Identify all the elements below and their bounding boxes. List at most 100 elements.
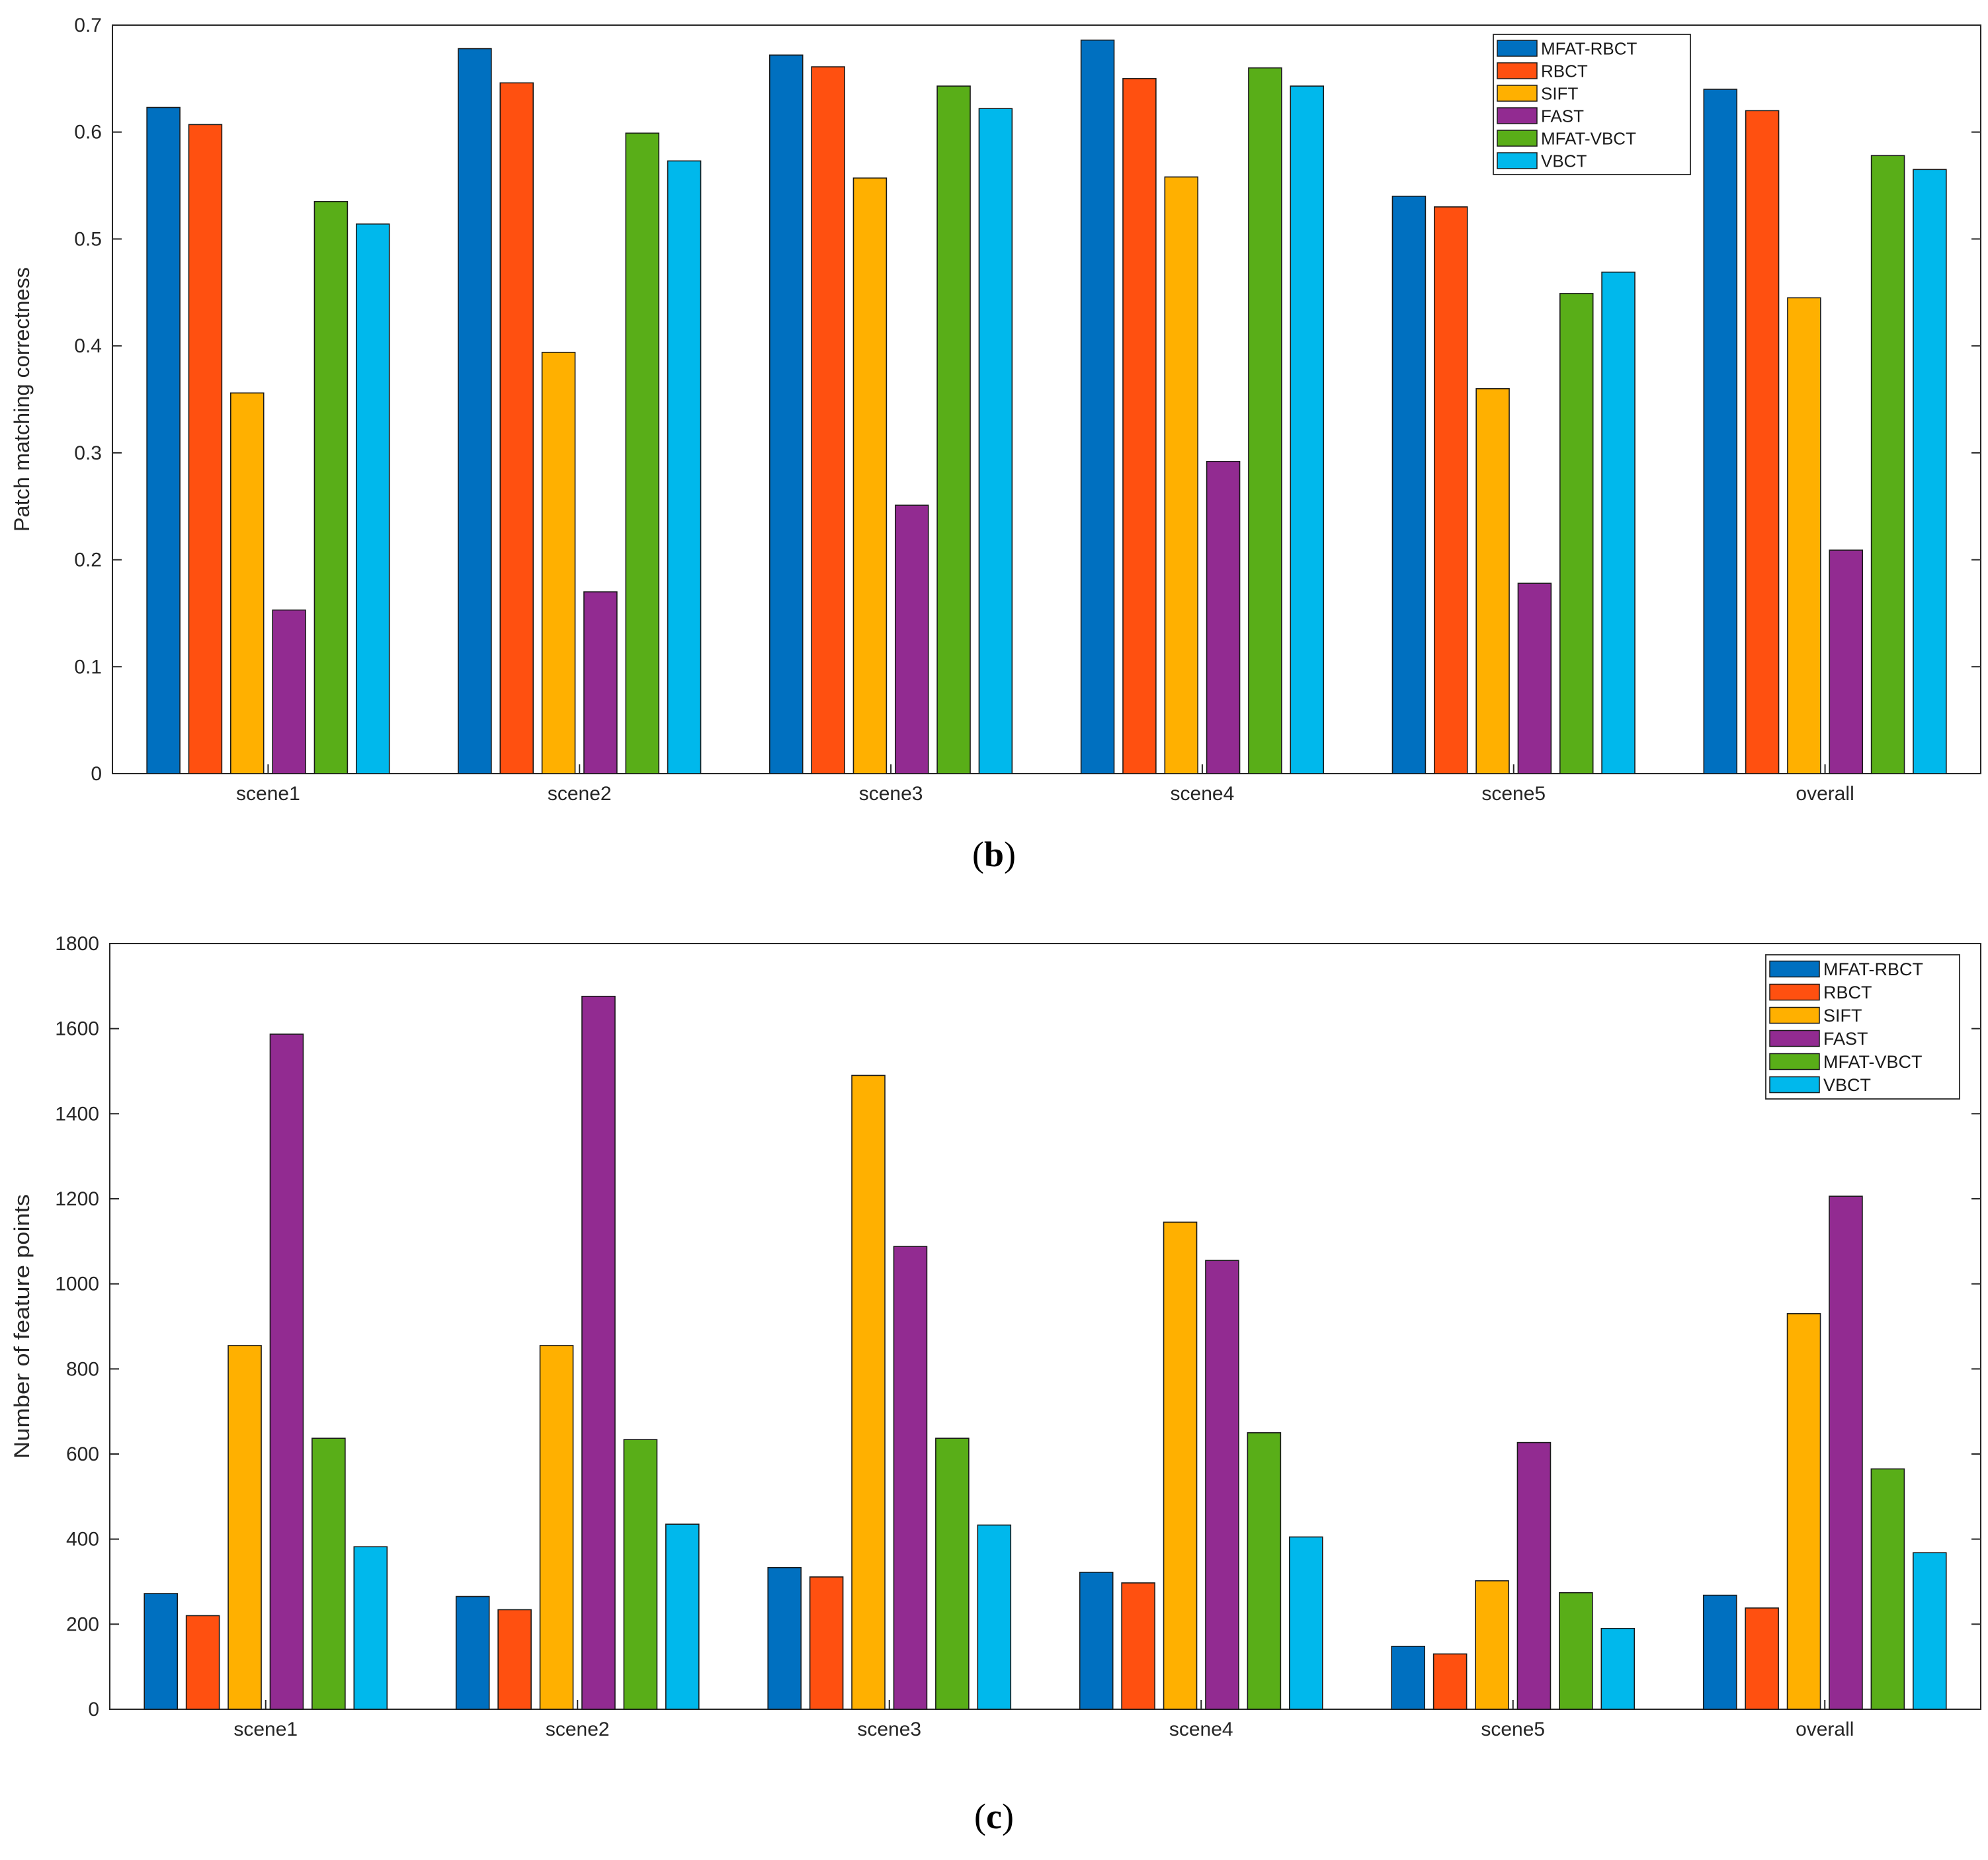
legend-label: FAST — [1823, 1029, 1868, 1049]
bar-mfat-rbct-scene1 — [146, 106, 181, 774]
bar-vbct-scene2 — [665, 1523, 700, 1710]
bar-mfat-rbct-scene5 — [1391, 195, 1427, 774]
bar-sift-scene5 — [1475, 1580, 1509, 1710]
bar-mfat-vbct-scene5 — [1559, 1592, 1593, 1710]
bar-fast-scene5 — [1516, 1441, 1552, 1710]
y-tick-label: 1200 — [55, 1188, 99, 1210]
bar-mfat-rbct-scene3 — [769, 54, 804, 774]
bar-mfat-rbct-scene2 — [458, 48, 492, 774]
bar-vbct-scene2 — [667, 160, 702, 774]
bar-rbct-scene5 — [1432, 1653, 1468, 1710]
y-tick-label: 1000 — [55, 1274, 99, 1295]
x-tick-label: scene1 — [233, 1718, 298, 1740]
legend-label: RBCT — [1823, 983, 1872, 1002]
bar-sift-scene1 — [228, 1345, 262, 1710]
legend-label: SIFT — [1823, 1006, 1862, 1026]
bar-mfat-vbct-scene1 — [313, 201, 349, 774]
legend-swatch — [1497, 40, 1538, 57]
bar-rbct-overall — [1745, 110, 1780, 774]
legend-swatch — [1497, 85, 1538, 102]
x-tick-label: scene3 — [859, 783, 923, 805]
bar-fast-scene2 — [581, 995, 616, 1710]
y-tick-label: 0.1 — [74, 656, 102, 678]
bar-rbct-scene4 — [1122, 78, 1157, 774]
y-tick-label: 0.5 — [74, 228, 102, 250]
bar-rbct-scene3 — [811, 66, 845, 774]
bar-mfat-rbct-scene4 — [1080, 39, 1115, 774]
bar-mfat-rbct-overall — [1703, 89, 1738, 774]
bar-fast-overall — [1829, 549, 1864, 774]
panel-label: (c) — [974, 1797, 1014, 1836]
y-tick-label: 0 — [91, 763, 102, 785]
y-tick-label: 1400 — [55, 1103, 99, 1125]
x-tick-label: scene4 — [1171, 783, 1235, 805]
legend-label: MFAT-RBCT — [1823, 959, 1923, 979]
bar-sift-scene4 — [1163, 1221, 1198, 1710]
y-tick-label: 800 — [66, 1358, 99, 1380]
y-axis-label: Patch matching correctness — [10, 267, 34, 532]
legend-label: MFAT-VBCT — [1541, 128, 1636, 148]
bar-rbct-scene3 — [809, 1576, 844, 1710]
bar-sift-scene5 — [1475, 388, 1510, 774]
x-tick-label: scene2 — [548, 783, 612, 805]
legend: MFAT-RBCT RBCT SIFT FAST MFAT-VBCT VBCT — [1765, 954, 1960, 1100]
legend-swatch — [1497, 62, 1538, 79]
x-tick-label: scene5 — [1481, 1718, 1545, 1740]
bar-mfat-rbct-overall — [1702, 1594, 1737, 1710]
bar-rbct-scene1 — [188, 124, 223, 774]
legend-swatch — [1769, 1030, 1820, 1047]
x-tick-label: scene2 — [546, 1718, 610, 1740]
y-tick-label: 200 — [66, 1613, 99, 1635]
bar-mfat-vbct-scene2 — [625, 132, 659, 774]
legend-swatch — [1769, 1076, 1820, 1094]
plot-area — [109, 943, 1981, 1710]
x-tick-label: overall — [1796, 1718, 1854, 1740]
bar-mfat-vbct-scene3 — [936, 85, 971, 774]
bar-rbct-scene1 — [185, 1615, 220, 1710]
bar-sift-overall — [1787, 297, 1821, 774]
bar-mfat-vbct-overall — [1870, 1468, 1905, 1710]
bar-mfat-vbct-overall — [1870, 155, 1905, 774]
legend-swatch — [1497, 130, 1538, 147]
legend-swatch — [1769, 960, 1820, 978]
bar-sift-scene2 — [541, 352, 576, 774]
bar-mfat-vbct-scene2 — [623, 1439, 658, 1710]
bar-fast-scene1 — [269, 1033, 304, 1710]
plot-area — [112, 24, 1981, 774]
legend-label: MFAT-RBCT — [1541, 38, 1637, 58]
bar-rbct-overall — [1745, 1607, 1779, 1710]
y-tick-label: 1600 — [55, 1018, 99, 1040]
bar-sift-scene2 — [539, 1345, 574, 1710]
bar-vbct-scene5 — [1600, 1627, 1636, 1710]
legend-swatch — [1497, 107, 1538, 124]
bar-mfat-rbct-scene2 — [455, 1596, 490, 1710]
legend-swatch — [1769, 1053, 1820, 1071]
bar-vbct-scene1 — [355, 223, 390, 774]
bar-vbct-scene4 — [1290, 85, 1324, 774]
legend-swatch — [1769, 1006, 1820, 1024]
legend-label: SIFT — [1541, 83, 1578, 103]
legend-label: MFAT-VBCT — [1823, 1052, 1923, 1072]
bar-rbct-scene4 — [1121, 1582, 1155, 1710]
bar-mfat-rbct-scene4 — [1079, 1572, 1114, 1710]
bar-sift-scene1 — [229, 392, 265, 774]
bar-mfat-rbct-scene3 — [767, 1566, 802, 1710]
bar-sift-scene3 — [852, 177, 888, 774]
bar-fast-overall — [1829, 1195, 1863, 1710]
x-tick-label: overall — [1796, 783, 1854, 805]
legend-label: VBCT — [1541, 151, 1587, 171]
bar-mfat-vbct-scene4 — [1248, 67, 1282, 774]
legend-box — [1765, 954, 1960, 1100]
bar-fast-scene5 — [1517, 583, 1552, 774]
bar-fast-scene3 — [893, 1246, 928, 1710]
bar-mfat-vbct-scene4 — [1247, 1432, 1282, 1710]
bar-sift-scene4 — [1164, 176, 1199, 774]
bar-fast-scene1 — [272, 609, 306, 774]
bar-vbct-scene5 — [1601, 271, 1636, 774]
bar-vbct-overall — [1913, 1552, 1947, 1710]
bar-mfat-rbct-scene1 — [144, 1593, 178, 1710]
y-tick-label: 0.7 — [74, 15, 102, 36]
legend-swatch — [1497, 152, 1538, 169]
legend-label: RBCT — [1541, 61, 1588, 81]
